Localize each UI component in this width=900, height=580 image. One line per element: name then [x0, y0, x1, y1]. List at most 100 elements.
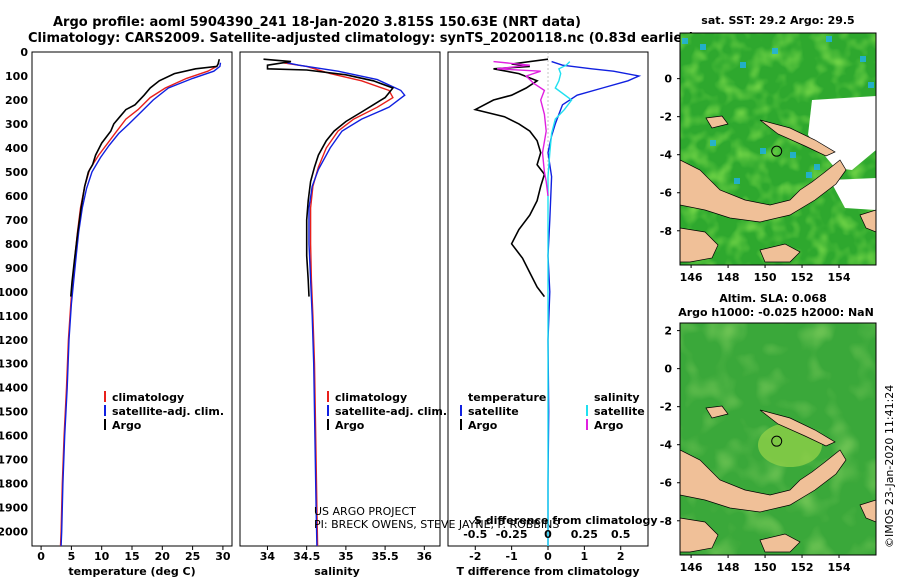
sst-cloud-pixel — [682, 38, 688, 44]
top-x-tick-label: -0.5 — [463, 528, 487, 541]
x-tick-label: 34.5 — [293, 550, 320, 563]
header-line1: Argo profile: aoml 5904390_241 18-Jan-20… — [53, 15, 581, 30]
map-y-tick-label: -2 — [660, 401, 672, 414]
x-tick-label: 15 — [124, 550, 139, 563]
legend-mark-sal-satellite — [586, 405, 588, 416]
map-x-tick-label: 146 — [680, 561, 703, 574]
sla-map-frame — [679, 322, 877, 556]
depth-tick-label: 500 — [5, 166, 28, 179]
map-y-tick-label: 0 — [664, 73, 672, 86]
series-line-argo — [263, 58, 395, 297]
x-tick-label: 20 — [155, 550, 171, 563]
sst-map-title: sat. SST: 29.2 Argo: 29.5 — [701, 14, 854, 27]
sst-cloud-pixel — [710, 140, 716, 146]
x-tick-label: 34 — [260, 550, 276, 563]
legend-mark-temp-argo — [460, 419, 462, 430]
depth-tick-label: 1100 — [0, 310, 28, 323]
legend-mark-sal-argo — [586, 419, 588, 430]
depth-tick-label: 400 — [5, 142, 28, 155]
map-y-tick-label: -2 — [660, 111, 672, 124]
legend-satellite: satellite-adj. clim. — [335, 405, 447, 418]
map-x-tick-label: 154 — [828, 271, 851, 284]
x-tick-label: 25 — [185, 550, 200, 563]
x-tick-label: 0 — [544, 550, 552, 563]
sst-cloud-mask — [830, 178, 876, 210]
sst-cloud-pixel — [760, 148, 766, 154]
map-x-tick-label: 148 — [717, 561, 740, 574]
map-y-tick-label: -8 — [660, 515, 672, 528]
salinity-panel: 34 34.5 35 35.5 36 salinity climatology sate… — [239, 51, 559, 578]
sst-cloud-pixel — [806, 172, 812, 178]
legend-temp-argo: Argo — [468, 419, 498, 432]
credit-pi: PI: BRECK OWENS, STEVE JAYNE, P. ROBBINS — [314, 518, 559, 531]
difference-panel: -2 -1 0 1 2 -0.5 -0.25 0 0.25 0.5 S difference f… — [447, 51, 658, 578]
salinity-xlabel: salinity — [314, 565, 360, 578]
depth-tick-label: 900 — [5, 262, 28, 275]
depth-tick-label: 1500 — [0, 406, 28, 419]
imos-credit: ©IMOS 23-Jan-2020 11:41:24 — [883, 385, 896, 548]
legend-mark-satellite — [327, 405, 329, 416]
map-x-tick-label: 150 — [754, 561, 777, 574]
x-tick-label: 5 — [68, 550, 76, 563]
legend-mark-climatology — [327, 391, 329, 402]
depth-tick-label: 100 — [5, 70, 28, 83]
x-tick-label: 1 — [581, 550, 589, 563]
depth-tick-label: 1200 — [0, 334, 28, 347]
depth-tick-label: 600 — [5, 190, 28, 203]
x-tick-label: 35.5 — [372, 550, 399, 563]
map-x-tick-label: 146 — [680, 271, 703, 284]
series-line-salinity-satellite — [547, 61, 573, 546]
sla-land — [680, 405, 876, 553]
depth-tick-label: 800 — [5, 238, 28, 251]
sla-argo-position-marker — [771, 435, 783, 447]
depth-tick-label: 1400 — [0, 382, 28, 395]
temperature-legend: climatology satellite-adj. clim. Argo — [104, 391, 224, 432]
difference-top-xlabel: S difference from climatology — [474, 514, 658, 527]
depth-tick-label: 1300 — [0, 358, 28, 371]
sst-cloud-pixel — [826, 36, 832, 42]
top-x-tick-label: 0.25 — [571, 528, 598, 541]
legend-argo: Argo — [112, 419, 142, 432]
x-tick-label: 30 — [215, 550, 231, 563]
sst-cloud-pixel — [790, 152, 796, 158]
series-line-climatology — [59, 62, 220, 547]
series-line-temperature-argo — [473, 58, 549, 298]
depth-tick-label: 1600 — [0, 430, 28, 443]
salinity-legend: climatology satellite-adj. clim. Argo — [327, 391, 447, 432]
map-x-tick-label: 154 — [828, 561, 851, 574]
legend-climatology: climatology — [335, 391, 407, 404]
map-x-tick-label: 150 — [754, 271, 777, 284]
depth-tick-label: 300 — [5, 118, 28, 131]
x-tick-label: 36 — [417, 550, 433, 563]
temperature-xlabel: temperature (deg C) — [68, 565, 195, 578]
x-tick-label: 0 — [37, 550, 45, 563]
difference-xlabel: T difference from climatology — [456, 565, 639, 578]
legend-mark-satellite — [104, 405, 106, 416]
depth-tick-label: 2000 — [0, 526, 28, 539]
map-y-tick-label: 0 — [664, 363, 672, 376]
legend-heading-salinity: salinity — [594, 391, 640, 404]
depth-tick-label: 0 — [20, 46, 28, 59]
sla-map-title1: Altim. SLA: 0.068 — [719, 292, 826, 305]
map-x-tick-label: 148 — [717, 271, 740, 284]
map-x-tick-label: 152 — [791, 561, 814, 574]
series-line-argo — [70, 59, 221, 297]
legend-mark-temp-satellite — [460, 405, 462, 416]
legend-mark-argo — [327, 419, 329, 430]
legend-temp-satellite: satellite — [468, 405, 519, 418]
difference-legend-right: salinity satellite Argo — [586, 391, 645, 432]
legend-mark-argo — [104, 419, 106, 430]
difference-legend-left: temperature satellite Argo — [460, 391, 546, 432]
legend-mark-climatology — [104, 391, 106, 402]
legend-satellite: satellite-adj. clim. — [112, 405, 224, 418]
map-y-tick-label: -8 — [660, 225, 672, 238]
sla-map: Altim. SLA: 0.068 Argo h1000: -0.025 h20… — [660, 292, 877, 574]
x-tick-label: -2 — [469, 550, 481, 563]
depth-tick-label: 1000 — [0, 286, 28, 299]
sst-cloud-pixel — [700, 44, 706, 50]
top-x-tick-label: 0.5 — [611, 528, 631, 541]
depth-tick-label: 1800 — [0, 478, 28, 491]
sst-map: sat. SST: 29.2 Argo: 29.5 146 148 150 152 15… — [660, 14, 877, 284]
x-tick-label: 35 — [338, 550, 353, 563]
